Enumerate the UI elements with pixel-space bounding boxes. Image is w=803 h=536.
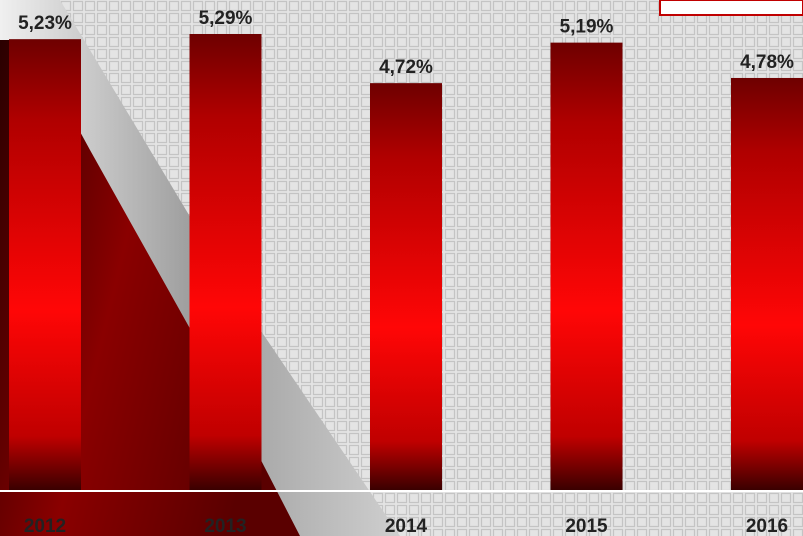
data-label: 4,78%	[740, 52, 794, 73]
x-tick-label: 2012	[24, 516, 66, 536]
x-tick-label: 2015	[565, 516, 608, 536]
bar	[550, 42, 623, 490]
data-label: 4,72%	[379, 57, 433, 78]
data-label: 5,23%	[18, 13, 72, 34]
bar	[731, 77, 803, 491]
data-label: 5,29%	[199, 8, 253, 29]
x-tick-label: 2016	[746, 516, 788, 536]
bar	[189, 34, 262, 490]
legend-box	[659, 0, 803, 16]
bar	[370, 83, 442, 491]
x-tick-label: 2013	[204, 516, 246, 536]
data-label: 5,19%	[560, 17, 614, 38]
x-tick-label: 2014	[385, 516, 428, 536]
bar	[9, 39, 81, 490]
